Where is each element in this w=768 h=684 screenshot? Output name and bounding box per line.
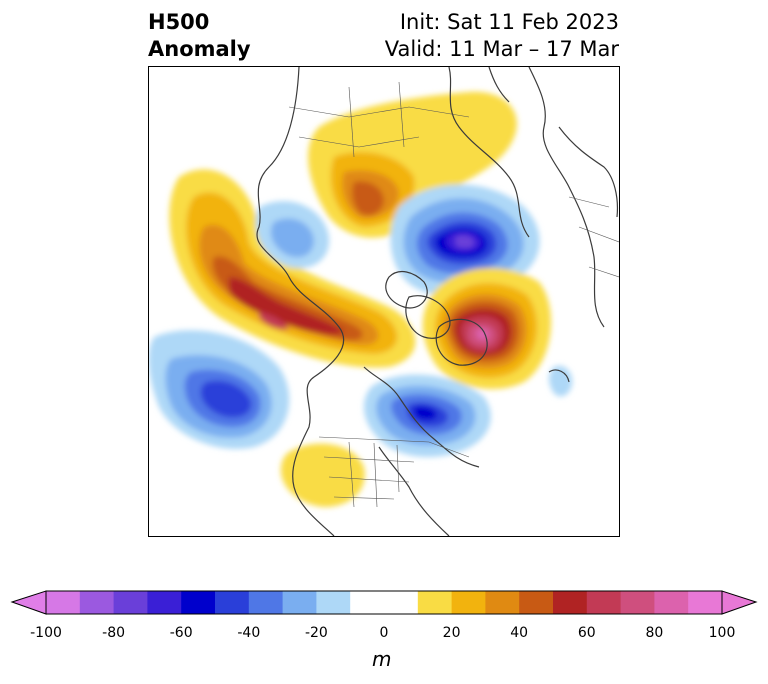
colorbar-cell <box>46 591 81 614</box>
anomaly-map <box>149 67 619 536</box>
date-info: Init: Sat 11 Feb 2023 Valid: 11 Mar – 17… <box>385 9 619 63</box>
colorbar-tick-label: 80 <box>645 625 664 641</box>
alaska-ridge <box>169 169 416 368</box>
anomaly-layer <box>149 91 573 507</box>
colorbar-tick-label: -60 <box>169 625 193 641</box>
colorbar-cell <box>451 591 486 614</box>
greenland-high <box>422 268 551 390</box>
siberia-ridge <box>308 91 517 238</box>
colorbar-outline <box>45 590 723 615</box>
colorbar-cell <box>688 591 723 614</box>
colorbar-extend-min <box>10 590 47 615</box>
colorbar-cell <box>620 591 655 614</box>
colorbar-cell <box>586 591 622 614</box>
chart-title: H500 Anomaly <box>148 9 251 63</box>
colorbar-cell <box>215 591 250 614</box>
western-canada-low <box>255 201 330 269</box>
political-borders <box>288 81 619 508</box>
colorbar-cells <box>46 591 723 614</box>
colorbar-cell <box>519 591 554 614</box>
arctic-low <box>390 184 540 297</box>
colorbar-tick-label: 40 <box>510 625 529 641</box>
colorbar-cell <box>417 591 453 614</box>
colorbar-unit-label: m <box>372 647 392 671</box>
init-date: Init: Sat 11 Feb 2023 <box>399 10 619 34</box>
colorbar-cell <box>79 591 115 614</box>
coastlines <box>256 67 619 536</box>
colorbar-cell <box>485 591 520 614</box>
colorbar-tick-label: 100 <box>708 625 736 641</box>
north-pacific-low <box>149 330 290 449</box>
colorbar-tick-label: 60 <box>577 625 596 641</box>
colorbar-tick-label: -80 <box>102 625 126 641</box>
colorbar-cell <box>248 591 284 614</box>
title-line-2: Anomaly <box>148 37 251 61</box>
colorbar-cell <box>654 591 689 614</box>
colorbar-tick-label: 20 <box>442 625 461 641</box>
colorbar-extend-max <box>721 590 758 615</box>
colorbar <box>10 590 758 615</box>
map-panel <box>148 66 620 537</box>
title-line-1: H500 <box>148 10 210 34</box>
colorbar-cell <box>113 591 148 614</box>
colorbar-tick-label: -100 <box>30 625 62 641</box>
colorbar-tick-label: -20 <box>304 625 328 641</box>
colorbar-cell <box>147 591 182 614</box>
colorbar-cell <box>350 591 385 614</box>
colorbar-tick-label: 0 <box>379 625 389 641</box>
eastern-canada-low <box>363 374 491 457</box>
colorbar-tick-label: -40 <box>237 625 261 641</box>
valid-range: Valid: 11 Mar – 17 Mar <box>384 37 619 61</box>
colorbar-cell <box>553 591 588 614</box>
colorbar-cell <box>282 591 317 614</box>
mexico-ridge <box>280 443 365 507</box>
colorbar-cell <box>181 591 216 614</box>
atlantic-low <box>548 365 573 397</box>
colorbar-cell <box>384 591 419 614</box>
colorbar-cell <box>316 591 351 614</box>
